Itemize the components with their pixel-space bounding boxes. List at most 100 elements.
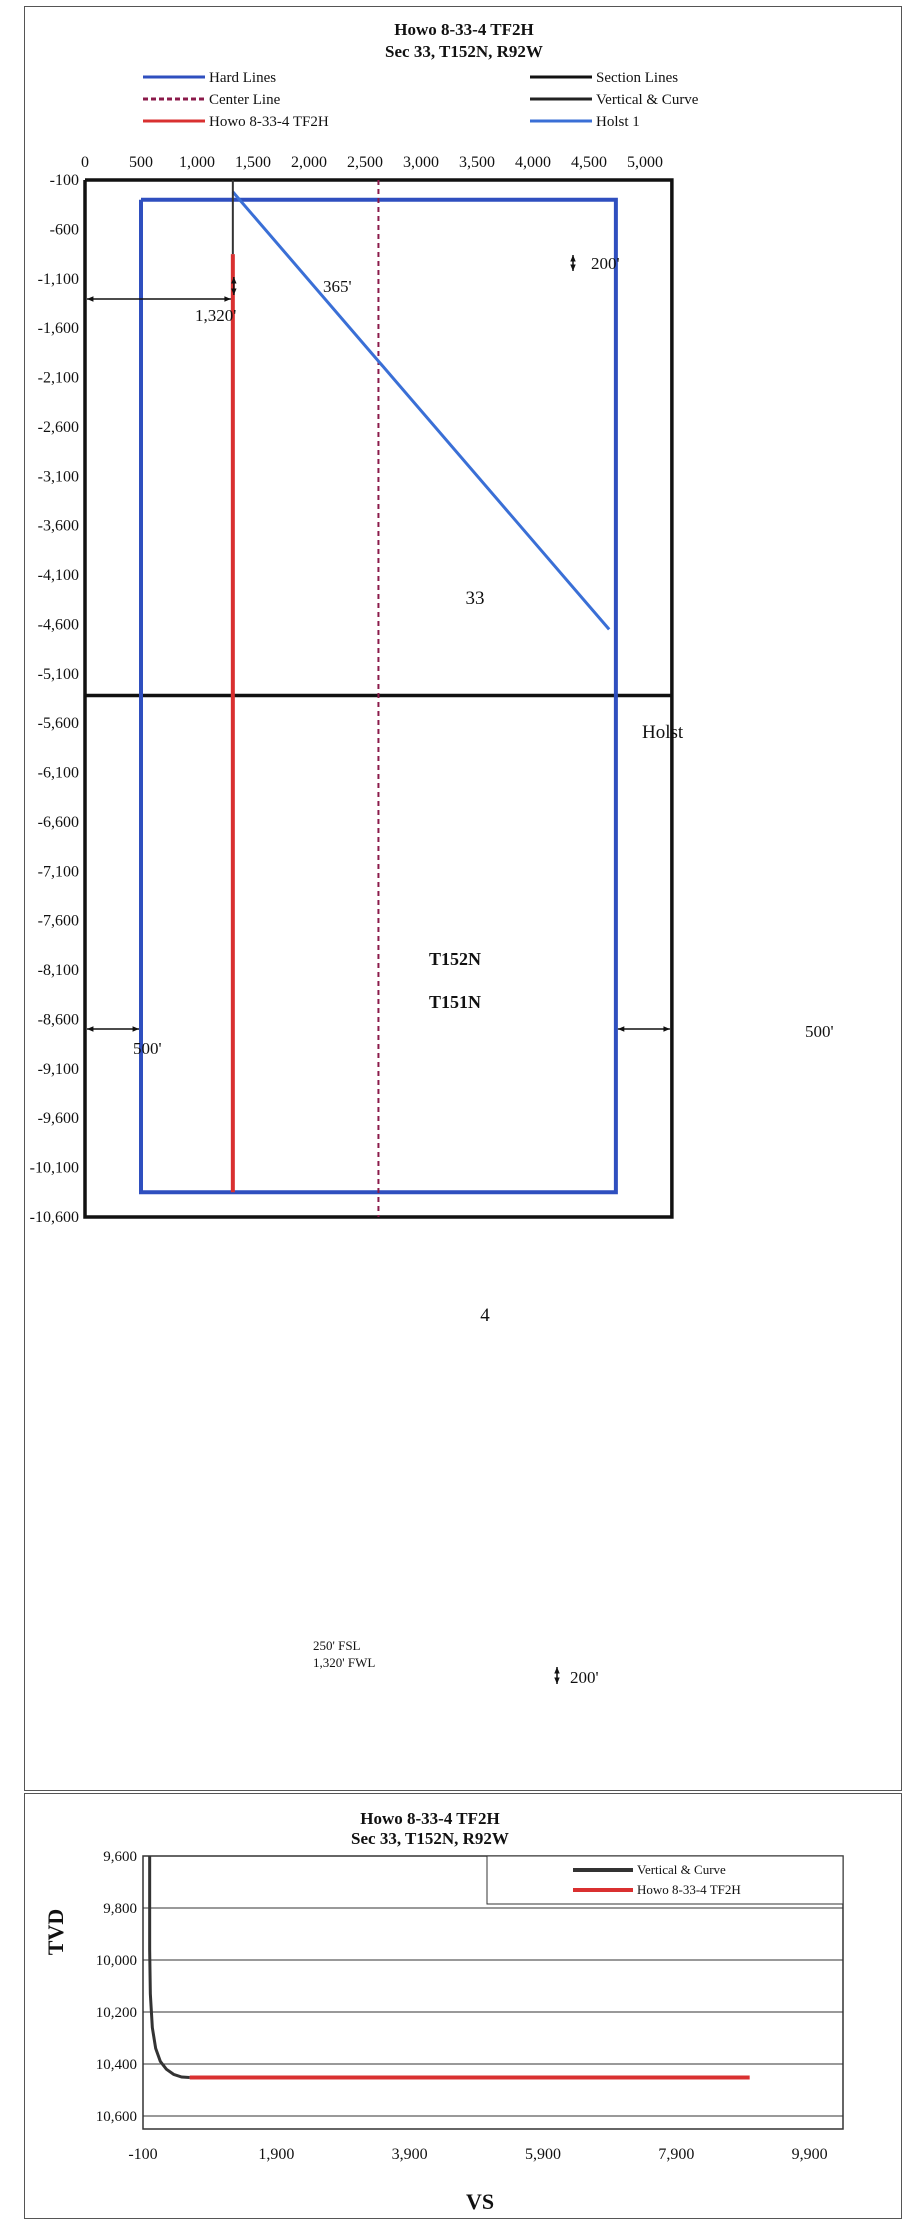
annot-1320: 1,320' xyxy=(195,306,236,325)
vertical-section-panel: Howo 8-33-4 TF2H Sec 33, T152N, R92W 9,6… xyxy=(24,1793,902,2219)
vs-title-line2: Sec 33, T152N, R92W xyxy=(351,1829,509,1848)
vs-y-tick-label: 9,800 xyxy=(103,1901,137,1917)
township-lower-label: T151N xyxy=(429,992,481,1012)
annot-500-left: 500' xyxy=(133,1039,162,1058)
legend-label: Vertical & Curve xyxy=(596,92,699,108)
vs-x-tick-label: 1,900 xyxy=(258,2146,294,2163)
dimension-arrowhead xyxy=(231,288,237,295)
y-tick-label: -6,600 xyxy=(38,814,79,831)
y-tick-label: -8,600 xyxy=(38,1011,79,1028)
dimension-arrowhead xyxy=(663,1026,670,1032)
x-tick-label: 1,000 xyxy=(179,154,215,171)
y-tick-label: -5,100 xyxy=(38,666,79,683)
vs-plot-area xyxy=(148,1856,750,2080)
y-tick-label: -10,600 xyxy=(30,1209,79,1226)
dimension-arrowhead xyxy=(87,1026,94,1032)
x-tick-label: 3,000 xyxy=(403,154,439,171)
y-tick-label: -2,100 xyxy=(38,370,79,387)
township-upper-label: T152N xyxy=(429,949,481,969)
y-tick-label: -9,100 xyxy=(38,1061,79,1078)
vertical-section-chart: Howo 8-33-4 TF2H Sec 33, T152N, R92W 9,6… xyxy=(43,1809,844,2214)
y-tick-label: -3,600 xyxy=(38,518,79,535)
dimension-arrowhead xyxy=(87,296,94,302)
y-tick-label: -9,600 xyxy=(38,1110,79,1127)
series-section-lines xyxy=(83,178,674,1219)
y-tick-label: -100 xyxy=(50,172,79,189)
annot-365: 365' xyxy=(323,277,352,296)
y-tick-label: -7,100 xyxy=(38,863,79,880)
series-hard-lines xyxy=(139,197,618,1195)
dimension-arrowhead xyxy=(617,1026,625,1032)
vs-title-line1: Howo 8-33-4 TF2H xyxy=(360,1809,499,1828)
vs-legend-box xyxy=(486,1855,844,1905)
plan-annotations: 1,320' 365' 200' 200' 500' 500' 33 4 T15… xyxy=(133,254,834,1687)
vs-y-tick-label: 10,400 xyxy=(96,2057,137,2073)
bhl-fsl-label: 250' FSL xyxy=(313,1638,361,1653)
annot-200-top: 200' xyxy=(591,254,620,273)
dimension-arrowhead xyxy=(570,264,576,271)
y-tick-label: -8,100 xyxy=(38,962,79,979)
legend-label: Section Lines xyxy=(596,70,678,86)
vs-series-vertical-curve xyxy=(148,1856,190,2080)
vs-y-tick-label: 10,000 xyxy=(96,1953,137,1969)
vs-legend: Vertical & Curve Howo 8-33-4 TF2H xyxy=(486,1855,844,1905)
vs-y-tick-label: 9,600 xyxy=(103,1849,137,1865)
series-holst-1 xyxy=(231,190,611,631)
y-tick-label: -1,100 xyxy=(38,271,79,288)
plan-view-panel: Howo 8-33-4 TF2H Sec 33, T152N, R92W Har… xyxy=(24,6,902,1791)
plan-axes: 0 500 1,000 1,500 2,000 2,500 3,000 3,500 4,000 4… xyxy=(30,154,663,1226)
vs-ylabel: TVD xyxy=(43,1909,68,1955)
legend-label: Howo 8-33-4 TF2H xyxy=(209,114,329,130)
vs-legend-label: Howo 8-33-4 TF2H xyxy=(637,1882,741,1897)
section-4-label: 4 xyxy=(480,1305,490,1326)
x-tick-label: 4,000 xyxy=(515,154,551,171)
dimension-arrowhead xyxy=(224,296,231,302)
x-tick-label: 0 xyxy=(81,154,89,171)
annot-500-right: 500' xyxy=(805,1022,834,1041)
dimension-arrowhead xyxy=(554,1667,560,1674)
y-tick-label: -10,100 xyxy=(30,1160,79,1177)
vs-y-tick-label: 10,200 xyxy=(96,2005,137,2021)
dimension-arrowhead xyxy=(132,1026,139,1032)
dimension-arrowhead xyxy=(554,1677,560,1684)
vs-xlabel: VS xyxy=(466,2189,494,2214)
annot-200-bottom: 200' xyxy=(570,1668,599,1687)
plan-legend: Hard Lines Section Lines Center Line Vertic… xyxy=(143,70,699,130)
x-tick-label: 2,000 xyxy=(291,154,327,171)
vs-legend-label: Vertical & Curve xyxy=(637,1862,726,1877)
x-tick-label: 500 xyxy=(129,154,153,171)
y-tick-label: -4,600 xyxy=(38,616,79,633)
x-tick-label: 4,500 xyxy=(571,154,607,171)
plan-title-line2: Sec 33, T152N, R92W xyxy=(385,42,543,61)
y-tick-label: -7,600 xyxy=(38,913,79,930)
bhl-fwl-label: 1,320' FWL xyxy=(313,1655,375,1670)
holst-well-label: Holst xyxy=(642,722,684,743)
vs-y-tick-label: 10,600 xyxy=(96,2109,137,2125)
plan-plot-area xyxy=(83,178,674,1684)
x-tick-label: 1,500 xyxy=(235,154,271,171)
dimension-arrowhead xyxy=(231,277,237,284)
vs-x-tick-label: 7,900 xyxy=(658,2146,694,2163)
y-tick-label: -2,600 xyxy=(38,419,79,436)
y-tick-label: -1,600 xyxy=(38,320,79,337)
y-tick-label: -6,100 xyxy=(38,765,79,782)
vs-x-tick-label: 5,900 xyxy=(525,2146,561,2163)
vs-x-tick-label: 3,900 xyxy=(392,2146,428,2163)
vs-x-tick-label: 9,900 xyxy=(792,2146,828,2163)
legend-label: Hard Lines xyxy=(209,70,276,86)
x-tick-label: 2,500 xyxy=(347,154,383,171)
vs-axes: 9,600 9,800 10,000 10,200 10,400 10,600 -100 1,… xyxy=(96,1849,844,2163)
y-tick-label: -600 xyxy=(50,221,79,238)
y-tick-label: -5,600 xyxy=(38,715,79,732)
y-tick-label: -4,100 xyxy=(38,567,79,584)
vs-x-tick-label: -100 xyxy=(128,2146,157,2163)
legend-label: Holst 1 xyxy=(596,114,640,130)
dimension-arrowhead xyxy=(570,255,576,262)
x-tick-label: 3,500 xyxy=(459,154,495,171)
x-tick-label: 5,000 xyxy=(627,154,663,171)
plan-view-chart: Howo 8-33-4 TF2H Sec 33, T152N, R92W Har… xyxy=(30,20,834,1687)
section-33-label: 33 xyxy=(466,588,485,609)
y-tick-label: -3,100 xyxy=(38,468,79,485)
legend-label: Center Line xyxy=(209,92,281,108)
plan-title-line1: Howo 8-33-4 TF2H xyxy=(394,20,533,39)
